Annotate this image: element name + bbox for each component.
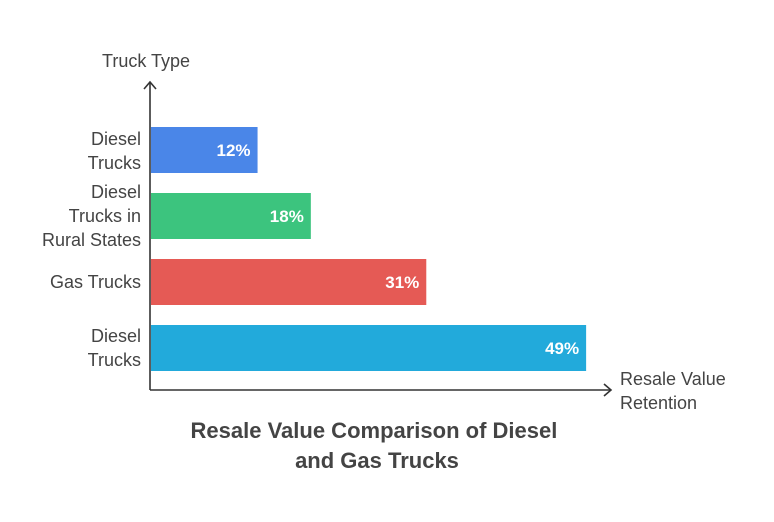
chart-title-line-2: and Gas Trucks [295, 448, 459, 473]
chart-title: Resale Value Comparison of Diesel and Ga… [191, 418, 564, 473]
bar-value-label-1: 12% [217, 141, 251, 160]
bar-4 [151, 325, 587, 371]
category-labels: Diesel Trucks Diesel Trucks in Rural States G… [42, 129, 141, 370]
bar-value-label-3: 31% [385, 273, 419, 292]
y-axis-arrow-icon [143, 80, 157, 90]
bars-group: 12% 18% 31% 49% [151, 127, 587, 371]
bar-1 [151, 127, 258, 173]
bar-value-label-4: 49% [545, 339, 579, 358]
x-axis-arrow-icon [603, 383, 613, 397]
bar-2 [151, 193, 311, 239]
x-axis-title-line-1: Resale Value [620, 369, 726, 389]
x-axis [150, 383, 613, 397]
category-label-1: Diesel Trucks [88, 129, 141, 173]
category-label-2: Diesel Trucks in Rural States [42, 182, 141, 250]
x-axis-title-line-2: Retention [620, 393, 697, 413]
bar-value-label-2: 18% [270, 207, 304, 226]
x-axis-title: Resale Value Retention [620, 369, 731, 413]
category-label-3: Gas Trucks [50, 272, 141, 292]
chart-title-line-1: Resale Value Comparison of Diesel [191, 418, 558, 443]
y-axis [143, 80, 157, 390]
bar-3 [151, 259, 427, 305]
category-label-4: Diesel Trucks [88, 326, 141, 370]
y-axis-title: Truck Type [102, 51, 190, 71]
